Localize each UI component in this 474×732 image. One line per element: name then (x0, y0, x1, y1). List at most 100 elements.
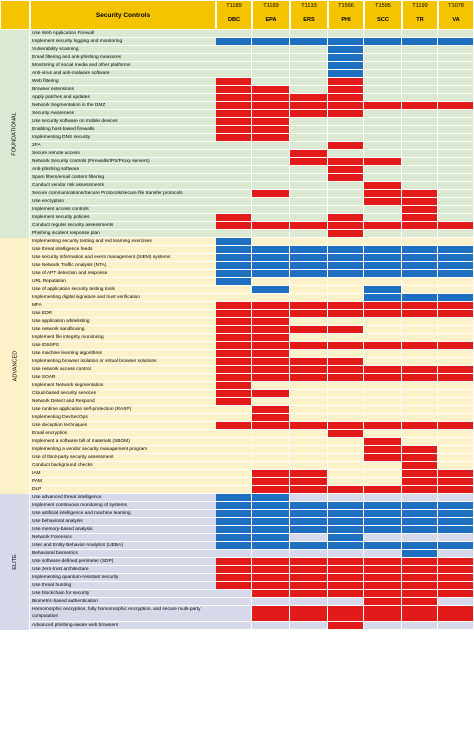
matrix-cell (328, 590, 364, 598)
control-label: Implementing DevSecOps (30, 414, 216, 422)
matrix-cell (216, 38, 252, 46)
matrix-cell (252, 174, 290, 182)
matrix-cell (364, 78, 402, 86)
matrix-cell (438, 566, 474, 574)
matrix-cell (402, 350, 438, 358)
matrix-cell (216, 486, 252, 494)
matrix-cell (328, 622, 364, 630)
control-label: Use of application security testing tool… (30, 286, 216, 294)
matrix-cell (252, 254, 290, 262)
matrix-cell (328, 54, 364, 62)
matrix-cell (216, 150, 252, 158)
matrix-cell (216, 94, 252, 102)
matrix-cell (290, 86, 328, 94)
matrix-cell (328, 366, 364, 374)
matrix-cell (252, 158, 290, 166)
matrix-cell (216, 70, 252, 78)
control-label: Conduct background checks (30, 462, 216, 470)
matrix-cell (402, 94, 438, 102)
control-label: Implementing quantum-resistant security (30, 574, 216, 582)
matrix-cell (438, 366, 474, 374)
control-label: URL Reputation (30, 278, 216, 286)
matrix-cell (438, 86, 474, 94)
matrix-cell (252, 470, 290, 478)
matrix-cell (364, 166, 402, 174)
control-label: Apply patches and updates (30, 94, 216, 102)
matrix-cell (328, 134, 364, 142)
control-label: Use machine learning algorithms (30, 350, 216, 358)
technique-code: T1078 (448, 3, 464, 9)
matrix-cell (290, 190, 328, 198)
control-label: Anti-virus and anti-malware software (30, 70, 216, 78)
matrix-cell (252, 334, 290, 342)
matrix-cell (364, 254, 402, 262)
matrix-cell (364, 182, 402, 190)
matrix-cell (364, 390, 402, 398)
matrix-cell (216, 502, 252, 510)
matrix-cell (216, 278, 252, 286)
matrix-cell (364, 118, 402, 126)
matrix-cell (216, 206, 252, 214)
section-label: ELITE (0, 494, 30, 630)
matrix-cell (290, 174, 328, 182)
matrix-cell (364, 86, 402, 94)
matrix-cell (216, 526, 252, 534)
control-label: Phishing incident response plan (30, 230, 216, 238)
matrix-cell (216, 142, 252, 150)
matrix-cell (252, 166, 290, 174)
matrix-cell (364, 518, 402, 526)
control-label: Enabling host-based firewalls (30, 126, 216, 134)
matrix-cell (216, 582, 252, 590)
technique-code: T1566 (338, 3, 354, 9)
matrix-cell (364, 398, 402, 406)
matrix-cell (364, 590, 402, 598)
matrix-cell (290, 270, 328, 278)
matrix-cell (438, 590, 474, 598)
matrix-cell (252, 126, 290, 134)
matrix-cell (438, 294, 474, 302)
matrix-cell (364, 366, 402, 374)
matrix-cell (252, 590, 290, 598)
matrix-cell (328, 38, 364, 46)
matrix-cell (438, 438, 474, 446)
tactic-name: EPA (265, 17, 277, 23)
matrix-cell (216, 342, 252, 350)
control-label: Network Forensics (30, 534, 216, 542)
matrix-cell (216, 62, 252, 70)
matrix-cell (290, 142, 328, 150)
matrix-cell (252, 462, 290, 470)
matrix-cell (252, 494, 290, 502)
matrix-cell (252, 142, 290, 150)
matrix-cell (328, 86, 364, 94)
matrix-cell (252, 62, 290, 70)
matrix-cell (328, 30, 364, 38)
column-header-tr (402, 0, 438, 30)
matrix-cell (290, 542, 328, 550)
matrix-cell (402, 390, 438, 398)
matrix-cell (328, 150, 364, 158)
matrix-cell (438, 94, 474, 102)
control-label: 2FA (30, 142, 216, 150)
matrix-cell (252, 86, 290, 94)
control-label: Network Detect and Respond (30, 398, 216, 406)
matrix-cell (252, 350, 290, 358)
matrix-cell (290, 126, 328, 134)
matrix-cell (252, 430, 290, 438)
matrix-cell (252, 318, 290, 326)
matrix-cell (364, 550, 402, 558)
matrix-cell (402, 158, 438, 166)
matrix-cell (402, 326, 438, 334)
matrix-cell (252, 46, 290, 54)
matrix-cell (438, 398, 474, 406)
control-label: Vulnerability scanning (30, 46, 216, 54)
matrix-cell (252, 622, 290, 630)
matrix-cell (438, 374, 474, 382)
control-label: Conduct vendor risk assessments (30, 182, 216, 190)
matrix-cell (364, 294, 402, 302)
control-label: PAM (30, 478, 216, 486)
matrix-cell (290, 278, 328, 286)
matrix-cell (402, 414, 438, 422)
matrix-cell (402, 134, 438, 142)
matrix-cell (290, 422, 328, 430)
matrix-cell (216, 398, 252, 406)
